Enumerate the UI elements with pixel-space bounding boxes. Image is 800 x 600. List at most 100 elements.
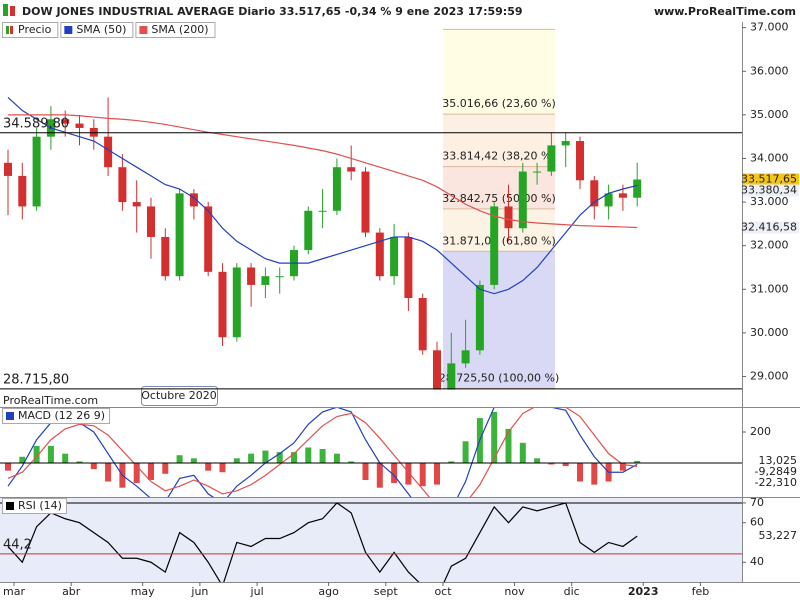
y-tick-label: 34.000	[750, 151, 789, 164]
legend-box	[2, 22, 59, 38]
candle-body	[547, 145, 556, 172]
candle-body	[347, 167, 356, 172]
pane-title: MACD (12 26 9)	[18, 409, 105, 422]
candle-body	[161, 236, 170, 277]
candle-body	[418, 297, 427, 351]
x-tick-label: jul	[250, 585, 264, 598]
y-tick-label: 40	[750, 555, 764, 568]
histogram-bar	[448, 461, 455, 463]
pane-title-icon	[6, 412, 14, 420]
candle-body	[275, 276, 284, 278]
candle-body	[247, 267, 256, 285]
histogram-bar	[405, 462, 412, 485]
candle-body	[4, 162, 12, 176]
y-tick-label: 37.000	[750, 21, 789, 34]
fib-label: 31.871,08 (61,80 %)	[442, 234, 556, 247]
histogram-bar	[634, 460, 641, 463]
value-tag	[743, 530, 799, 543]
candle-body	[261, 276, 270, 285]
histogram-bar	[562, 462, 569, 467]
candle-body	[104, 136, 113, 168]
histogram-bar	[176, 455, 183, 463]
chart-title: DOW JONES INDUSTRIAL AVERAGE Diario 33.5…	[22, 5, 523, 18]
candle-body	[533, 171, 542, 173]
candle-body	[189, 193, 198, 207]
value-tag	[743, 476, 799, 489]
candle-body	[590, 180, 599, 207]
y-tick-label: 36.000	[750, 64, 789, 77]
histogram-bar	[276, 452, 283, 463]
candle-body	[218, 271, 227, 338]
candle-body	[361, 171, 370, 233]
histogram-bar	[462, 441, 469, 463]
histogram-bar	[376, 462, 383, 488]
macd-line	[7, 408, 638, 497]
candle-body	[504, 206, 513, 229]
candle-body	[475, 284, 484, 351]
value-tag-label: -22,310	[755, 476, 797, 489]
histogram-bar	[305, 447, 312, 463]
pane-background	[0, 498, 742, 582]
histogram-bar	[105, 462, 112, 482]
legend-label: Precio	[18, 23, 52, 36]
y-tick-label: 31.000	[750, 282, 789, 295]
histogram-bar	[205, 462, 212, 471]
legend-swatch	[6, 26, 9, 34]
histogram-bar	[505, 428, 512, 463]
h-line-label: 34.589,80	[3, 116, 69, 131]
candle-body	[204, 206, 213, 272]
rsi-line	[7, 502, 638, 582]
sma-line	[8, 114, 638, 229]
header-bar	[0, 0, 800, 22]
histogram-bar	[76, 461, 83, 463]
histogram-bar	[591, 462, 598, 485]
legend-label: SMA (200)	[151, 23, 208, 36]
x-tick-label: 2023	[628, 585, 659, 598]
candle-body	[18, 175, 27, 207]
header-icon	[10, 6, 15, 16]
value-tag	[743, 221, 799, 234]
value-tag	[743, 184, 799, 197]
candle-body	[390, 236, 399, 277]
pane-title-box	[2, 498, 67, 514]
candle-body	[304, 210, 313, 251]
histogram-bar	[348, 461, 355, 463]
x-tick-label: may	[131, 585, 155, 598]
pane-title-box	[2, 408, 111, 424]
rsi-pane	[0, 498, 742, 582]
value-tag-label: -9,2849	[755, 465, 797, 478]
fib-label: 28.725,50 (100,00 %)	[439, 371, 560, 384]
value-tag-label: 33.517,65	[741, 173, 797, 186]
candle-body	[633, 179, 642, 198]
y-tick-label: 35.000	[750, 108, 789, 121]
candle-body	[332, 167, 341, 211]
x-tick-label: sept	[374, 585, 398, 598]
x-tick-label: oct	[434, 585, 452, 598]
fib-label: 35.016,66 (23,60 %)	[442, 97, 556, 110]
legend-box	[135, 22, 216, 38]
candle-body	[61, 119, 70, 124]
macd-pane	[5, 408, 641, 497]
histogram-bar	[548, 462, 555, 465]
value-tag	[743, 454, 799, 467]
y-tick-label: 70	[750, 496, 764, 509]
candle-body	[518, 171, 527, 229]
candle-body	[132, 202, 141, 207]
candle-body	[175, 193, 184, 277]
annotation-box	[141, 386, 218, 406]
histogram-bar	[519, 442, 526, 463]
value-tag-label: 13,025	[759, 454, 798, 467]
histogram-bar	[233, 458, 240, 463]
y-tick-label: 32.000	[750, 239, 789, 252]
fib-zone	[443, 114, 555, 167]
histogram-bar	[148, 462, 154, 480]
histogram-bar	[19, 456, 26, 463]
histogram-bar	[5, 462, 11, 471]
candle-body	[75, 123, 84, 128]
candle-body	[404, 236, 413, 298]
histogram-bar	[248, 453, 255, 463]
histogram-bar	[219, 462, 226, 473]
histogram-bar	[133, 462, 140, 484]
value-tag-label: 33.380,34	[741, 184, 797, 197]
